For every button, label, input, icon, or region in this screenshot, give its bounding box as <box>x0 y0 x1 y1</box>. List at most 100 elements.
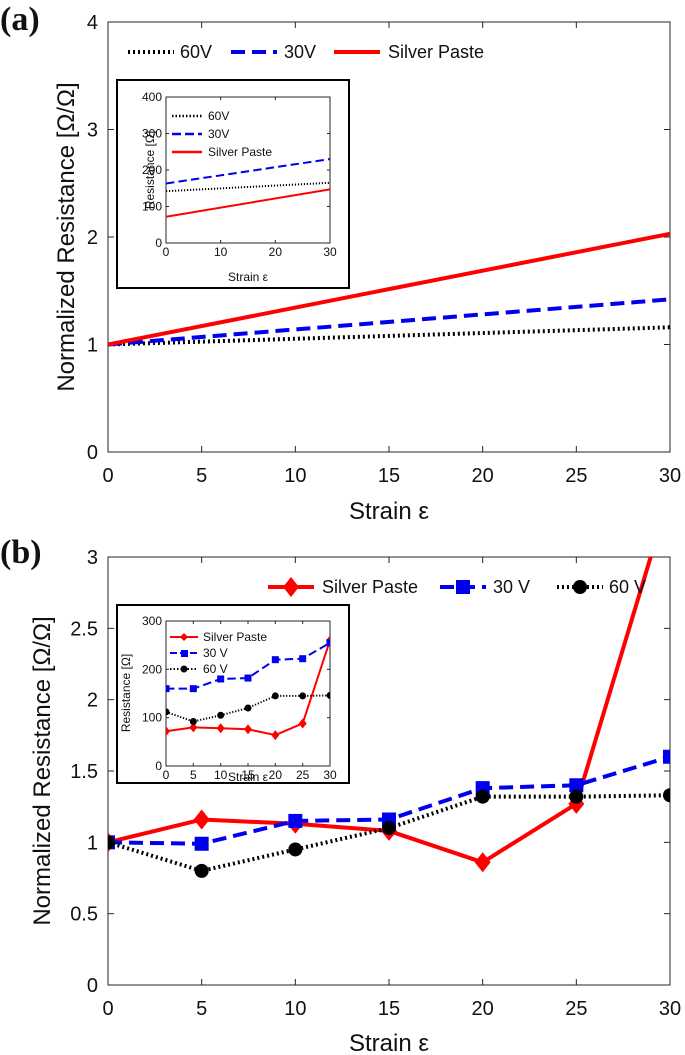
panel-a-x-tick-label: 5 <box>196 465 207 487</box>
panel-a-y-tick-label: 4 <box>87 12 98 34</box>
panel-b-inset-silver-paste-point <box>244 724 252 735</box>
panel-b-inset-30-v-point <box>326 639 330 647</box>
panel-b-60-v-point <box>288 842 303 857</box>
panel-b-inset-y-tick-label: 300 <box>142 614 162 628</box>
panel-b-inset-30-v-point <box>271 656 279 664</box>
panel-a-inset-y-tick-label: 100 <box>142 200 162 214</box>
panel-b-60-v-point <box>569 789 584 804</box>
panel-b-inset-60-v-point <box>299 692 307 700</box>
panel-a-inset-y-tick-label: 200 <box>142 163 162 177</box>
panel-a-x-tick-label: 0 <box>102 465 113 487</box>
panel-b-inset-y-tick-label: 200 <box>142 662 162 676</box>
panel-b-inset-30-v-point <box>299 655 307 663</box>
panel-b-60-v-point <box>108 835 115 850</box>
panel-a-inset-series <box>166 158 330 218</box>
panel-a-inset-y-title: Resistance [Ω] <box>143 131 157 209</box>
panel-a-series-30v-line <box>108 297 670 347</box>
panel-b-x-tick-label: 10 <box>284 998 306 1020</box>
panel-b-30-v-point <box>663 749 670 764</box>
panel-b-inset-silver-paste-point <box>189 722 198 733</box>
panel-b-inset-silver-paste-point <box>271 730 280 741</box>
panel-a-inset-y-tick-label: 0 <box>155 236 162 250</box>
panel-b-y-tick-label: 0 <box>87 975 98 997</box>
panel-b-inset-60-v-point <box>271 692 279 700</box>
panel-a-label: (a) <box>0 1 40 38</box>
inset-legend-silver-paste-label: Silver Paste <box>208 145 272 159</box>
panel-a-inset-series-silver-paste-line <box>166 188 330 218</box>
panel-a-x-axis-title: Strain ε <box>349 498 429 525</box>
panel-b-series <box>108 557 670 878</box>
panel-b-silver-paste-point <box>474 852 491 873</box>
panel-b-inset-60-v-point <box>217 711 225 719</box>
panel-b-30-v-point <box>194 836 209 851</box>
panel-a-legend: 60V 30V Silver Paste <box>128 42 484 62</box>
legend-b-60v-label: 60 V <box>609 577 646 597</box>
panel-b-y-tick-label: 1.5 <box>70 761 98 783</box>
panel-b-legend: Silver Paste 30 V 60 V <box>268 577 646 597</box>
panel-a-series-silver-paste-line <box>108 231 670 347</box>
panel-a-y-tick-label: 2 <box>87 227 98 249</box>
inset-b-legend-30v-marker <box>181 650 188 657</box>
inset-legend-30v-label: 30V <box>208 127 229 141</box>
panel-b-inset-x-tick-label: 30 <box>323 768 337 782</box>
panel-a-inset-plot-area <box>165 96 331 244</box>
panel-b-x-tick-label: 30 <box>659 998 681 1020</box>
legend-60v-label: 60V <box>180 42 212 62</box>
panel-a-x-tick-label: 20 <box>472 465 494 487</box>
panel-b-y-tick-label: 2 <box>87 690 98 712</box>
panel-b-x-tick-label: 15 <box>378 998 400 1020</box>
panel-b-inset-x-tick-label: 20 <box>269 768 283 782</box>
panel-b-30-v-point <box>288 813 303 828</box>
legend-b-30v-label: 30 V <box>493 577 530 597</box>
panel-a-inset-x-tick-label: 10 <box>214 245 228 259</box>
panel-b-inset-y-tick-label: 100 <box>142 711 162 725</box>
legend-silver-paste-label: Silver Paste <box>388 42 484 62</box>
legend-30v-label: 30V <box>284 42 316 62</box>
panel-b-30-v-point <box>569 778 584 793</box>
panel-a-series <box>108 231 670 347</box>
panel-b-inset-60-v-point <box>189 718 197 726</box>
panel-b-y-tick-label: 0.5 <box>70 904 98 926</box>
inset-b-legend-silver-paste-label: Silver Paste <box>203 630 267 644</box>
inset-b-legend-60v-label: 60 V <box>203 662 228 676</box>
panel-a-inset-x-tick-label: 30 <box>323 245 337 259</box>
panel-a-inset-x-title: Strain ε <box>228 270 269 284</box>
panel-b-inset-30-v-point <box>189 685 197 693</box>
inset-b-legend-60v-marker <box>180 665 188 673</box>
legend-b-60v-marker <box>573 580 587 594</box>
panel-b-y-axis-title: Normalized Resistance [Ω/Ω] <box>29 616 56 925</box>
panel-a-y-tick-label: 0 <box>87 442 98 464</box>
panel-b-inset-60-v-point <box>244 704 252 712</box>
panel-a-y-tick-label: 3 <box>87 120 98 142</box>
panel-b-60-v-point <box>475 789 490 804</box>
panel-a-x-tick-label: 25 <box>565 465 587 487</box>
panel-b-inset-y-title: Resistance [Ω] <box>119 654 133 732</box>
panel-a-y-tick-label: 1 <box>87 335 98 357</box>
panel-b-inset-y-tick-label: 0 <box>155 759 162 773</box>
legend-b-silver-paste-marker <box>283 577 299 597</box>
panel-b-inset-x-tick-label: 10 <box>214 768 228 782</box>
panel-b-inset-series <box>166 635 330 741</box>
panel-a-x-tick-label: 15 <box>378 465 400 487</box>
panel-b-60-v-point <box>194 863 209 878</box>
panel-a-inset-legend: 60V 30V Silver Paste <box>172 109 272 159</box>
panel-b-x-tick-label: 0 <box>102 998 113 1020</box>
panel-b-inset-x-tick-label: 25 <box>296 768 310 782</box>
legend-b-30v-marker <box>456 580 470 594</box>
panel-a-x-tick-label: 10 <box>284 465 306 487</box>
panel-b-inset-x-tick-label: 0 <box>163 768 170 782</box>
panel-b-inset-x-tick-label: 5 <box>190 768 197 782</box>
panel-b-x-tick-label: 25 <box>565 998 587 1020</box>
panel-b-inset-30-v-point <box>166 685 170 693</box>
panel-b-silver-paste-point <box>193 809 210 830</box>
panel-b-y-tick-label: 2.5 <box>70 618 98 640</box>
panel-a-axes: 0 5 10 15 20 25 30 0 1 2 3 4 <box>87 12 681 487</box>
panel-b-inset-30-v-point <box>217 675 225 683</box>
